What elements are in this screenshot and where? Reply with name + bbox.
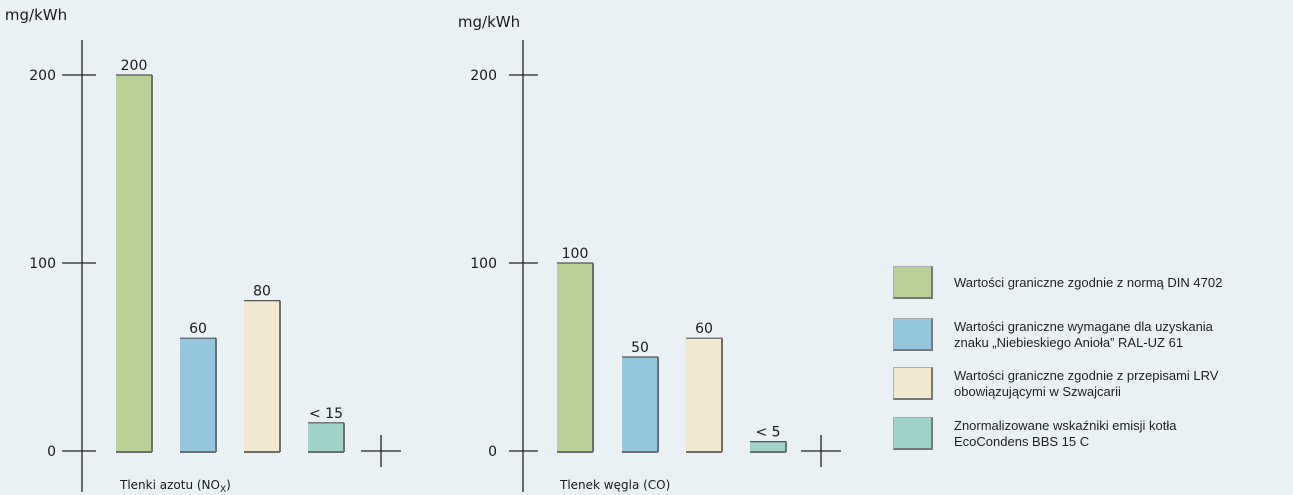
legend-item-lrv: Wartości graniczne zgodnie z przepisami … — [893, 367, 1283, 400]
y-tick-label: 200 — [29, 68, 56, 84]
data-label: 60 — [695, 321, 713, 337]
legend-swatch — [893, 367, 933, 400]
y-tick-label: 100 — [29, 256, 56, 272]
bar — [557, 263, 593, 451]
y-tick-label: 0 — [47, 444, 56, 460]
data-label: 60 — [189, 321, 207, 337]
legend-swatch — [893, 318, 933, 351]
bar — [750, 441, 786, 451]
data-label: < 5 — [755, 425, 780, 441]
x-axis-label: Tlenki azotu (NOX) — [119, 478, 231, 495]
y-tick-label: 200 — [470, 68, 497, 84]
x-axis-label-subscript: X — [220, 485, 226, 495]
legend-line: Wartości graniczne zgodnie z normą DIN 4… — [954, 274, 1223, 290]
legend-item-din: Wartości graniczne zgodnie z normą DIN 4… — [893, 266, 1283, 299]
bar — [686, 338, 722, 451]
legend-swatch — [893, 266, 933, 299]
legend-line: EcoCondens BBS 15 C — [954, 433, 1090, 449]
x-axis-label: Tlenek węgla (CO) — [559, 478, 670, 492]
legend-swatch — [893, 417, 933, 450]
legend-label: Wartości graniczne wymagane dla uzyskani… — [954, 319, 1213, 351]
bar — [308, 422, 344, 451]
legend-item-ecocondens: Znormalizowane wskaźniki emisji kotła Ec… — [893, 417, 1283, 450]
legend-line: znaku „Niebieskiego Anioła” RAL-UZ 61 — [954, 334, 1184, 350]
x-axis-label-suffix: ) — [226, 478, 231, 492]
data-label: 50 — [631, 340, 649, 356]
legend-label: Wartości graniczne zgodnie z przepisami … — [954, 368, 1218, 400]
bar — [116, 75, 152, 451]
bar — [180, 338, 216, 451]
data-label: 100 — [562, 246, 589, 262]
legend-line: Wartości graniczne zgodnie z przepisami … — [954, 367, 1219, 383]
legend-line: Znormalizowane wskaźniki emisji kotła — [954, 417, 1177, 433]
bar — [622, 357, 658, 451]
y-tick-label: 0 — [488, 444, 497, 460]
data-label: 80 — [253, 284, 271, 300]
bar — [244, 300, 280, 451]
data-label: 200 — [121, 58, 148, 74]
legend-line: Wartości graniczne wymagane dla uzyskani… — [954, 318, 1213, 334]
y-axis-unit-label: mg/kWh — [458, 13, 520, 31]
y-axis-unit-label: mg/kWh — [5, 6, 67, 24]
legend-line: obowiązującymi w Szwajcarii — [954, 383, 1121, 399]
legend-item-ral: Wartości graniczne wymagane dla uzyskani… — [893, 318, 1283, 351]
legend-label: Znormalizowane wskaźniki emisji kotła Ec… — [954, 418, 1177, 450]
data-label: < 15 — [309, 406, 343, 422]
nox-chart: mg/kWh 0 100 200 200 60 80 < 15 Tlenki azotu (NO… — [5, 6, 401, 495]
y-tick-label: 100 — [470, 256, 497, 272]
co-chart: mg/kWh 0 100 200 100 50 60 < 5 Tlenek węgla (CO) — [458, 13, 841, 492]
legend-label: Wartości graniczne zgodnie z normą DIN 4… — [954, 275, 1222, 291]
